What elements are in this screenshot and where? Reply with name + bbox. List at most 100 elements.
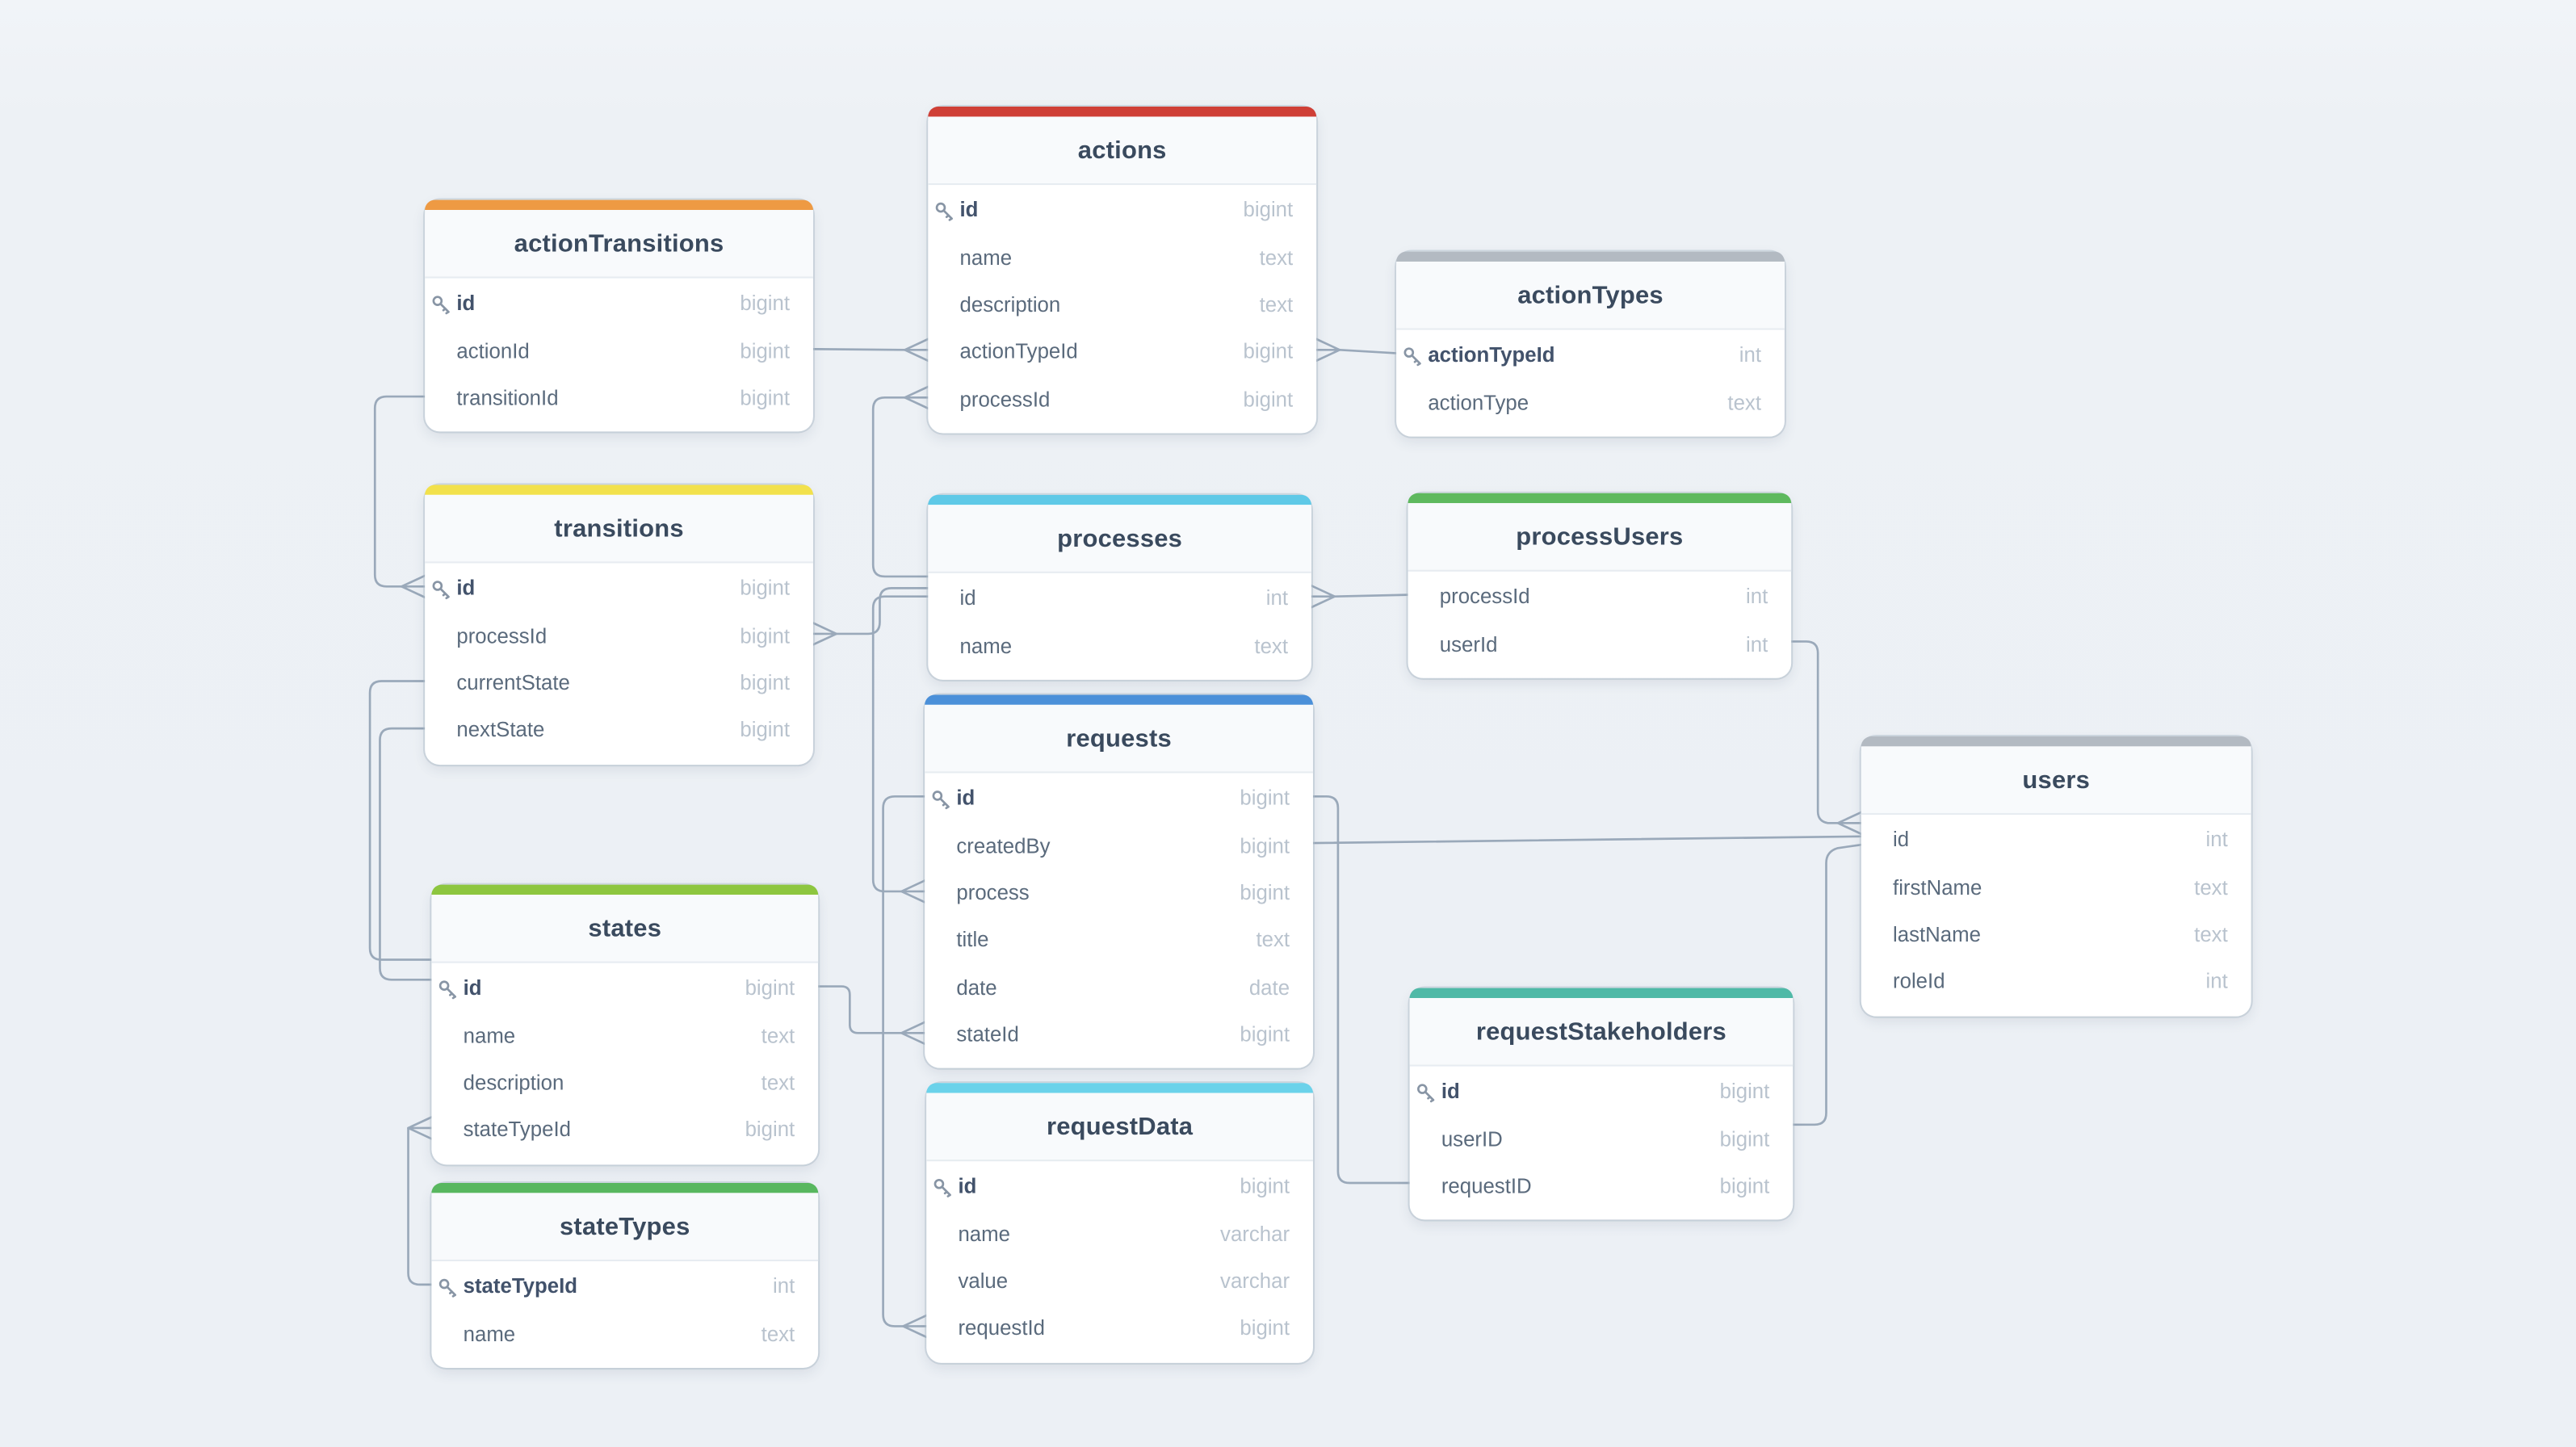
field-type: int bbox=[772, 1274, 795, 1298]
field-rows: stateTypeId int name text bbox=[431, 1261, 818, 1368]
field-type: bigint bbox=[740, 671, 791, 695]
table-accent-bar bbox=[928, 107, 1317, 117]
field-row: id bigint bbox=[431, 965, 818, 1013]
field-rows: id int name text bbox=[928, 573, 1311, 680]
relationship-line bbox=[1789, 640, 1840, 824]
field-rows: actionTypeId int actionType text bbox=[1396, 330, 1785, 437]
field-type: bigint bbox=[1240, 1316, 1290, 1340]
table-states[interactable]: states id bigint name text description text sta… bbox=[431, 884, 819, 1164]
field-type: text bbox=[1254, 634, 1289, 658]
field-name: name bbox=[958, 1222, 1011, 1246]
key-icon bbox=[933, 1176, 954, 1198]
crows-foot-marker bbox=[812, 622, 838, 646]
relationship-line bbox=[816, 985, 903, 1034]
field-name: process bbox=[956, 881, 1030, 905]
field-row: transitionId bigint bbox=[425, 375, 813, 422]
field-rows: id bigint name varchar value varchar requestId… bbox=[926, 1161, 1313, 1362]
field-type: bigint bbox=[1240, 1175, 1290, 1198]
table-actions[interactable]: actions id bigint name text description text ac… bbox=[928, 107, 1317, 434]
relationship-line bbox=[871, 396, 929, 578]
field-row: id bigint bbox=[425, 564, 813, 612]
table-accent-bar bbox=[1861, 736, 2251, 747]
field-row: createdBy bigint bbox=[925, 822, 1313, 870]
field-type: bigint bbox=[1240, 786, 1290, 811]
field-name: actionTypeId bbox=[1428, 343, 1555, 367]
field-type: int bbox=[1265, 586, 1289, 610]
field-type: bigint bbox=[740, 291, 791, 316]
field-row: name text bbox=[928, 234, 1316, 282]
crows-foot-marker bbox=[407, 1116, 433, 1140]
table-accent-bar bbox=[928, 494, 1311, 505]
relationship-line bbox=[373, 395, 426, 588]
table-users[interactable]: users id int firstName text lastName text roleI… bbox=[1861, 736, 2251, 1016]
field-row: userID bigint bbox=[1410, 1115, 1794, 1163]
table-processUsers[interactable]: processUsers processId int userId int bbox=[1408, 493, 1792, 678]
field-rows: id bigint actionId bigint transitionId bigint bbox=[425, 279, 813, 432]
crows-foot-marker bbox=[1310, 584, 1336, 609]
field-type: int bbox=[2205, 970, 2228, 994]
field-row: name text bbox=[431, 1012, 818, 1059]
field-rows: processId int userId int bbox=[1408, 572, 1792, 678]
field-type: text bbox=[1259, 245, 1294, 270]
table-transitions[interactable]: transitions id bigint processId bigint curren… bbox=[425, 484, 813, 765]
field-row: id bigint bbox=[1410, 1068, 1794, 1116]
field-type: varchar bbox=[1220, 1269, 1290, 1294]
table-title: requestData bbox=[926, 1093, 1313, 1162]
table-processes[interactable]: processes id int name text bbox=[928, 494, 1311, 680]
table-title: processes bbox=[928, 505, 1311, 573]
field-name: processId bbox=[1439, 585, 1530, 609]
field-name: userId bbox=[1439, 632, 1498, 656]
crows-foot-marker bbox=[902, 1314, 928, 1339]
field-row: firstName text bbox=[1861, 864, 2251, 912]
field-row: process bigint bbox=[925, 870, 1313, 917]
table-requestData[interactable]: requestData id bigint name varchar value varch… bbox=[926, 1083, 1313, 1362]
field-row: date date bbox=[925, 964, 1313, 1012]
field-name: name bbox=[959, 245, 1013, 270]
field-row: id int bbox=[928, 575, 1311, 623]
field-rows: id bigint processId bigint currentState bigin… bbox=[425, 563, 813, 764]
field-row: value varchar bbox=[926, 1257, 1313, 1305]
table-title: requests bbox=[925, 704, 1313, 774]
table-actionTransitions[interactable]: actionTransitions id bigint actionId bigint t… bbox=[425, 199, 813, 432]
field-name: actionType bbox=[1428, 391, 1529, 414]
field-row: id bigint bbox=[928, 187, 1316, 234]
field-row: requestID bigint bbox=[1410, 1163, 1794, 1210]
field-type: bigint bbox=[740, 577, 791, 601]
field-row: id bigint bbox=[425, 280, 813, 328]
field-type: text bbox=[1256, 929, 1290, 952]
field-type: bigint bbox=[745, 1118, 795, 1143]
field-row: id bigint bbox=[926, 1163, 1313, 1210]
field-name: processId bbox=[959, 388, 1051, 412]
field-row: processId bigint bbox=[928, 375, 1316, 423]
field-name: roleId bbox=[1893, 970, 1945, 994]
field-type: bigint bbox=[1240, 833, 1290, 858]
field-name: stateTypeId bbox=[463, 1118, 571, 1143]
field-name: createdBy bbox=[956, 833, 1051, 858]
key-icon bbox=[431, 294, 451, 315]
table-accent-bar bbox=[1409, 988, 1794, 998]
field-row: id int bbox=[1861, 816, 2251, 864]
field-row: name text bbox=[928, 622, 1311, 669]
field-name: title bbox=[956, 929, 989, 952]
table-actionTypes[interactable]: actionTypes actionTypeId int actionType text bbox=[1396, 251, 1785, 437]
relationship-line bbox=[1311, 835, 1863, 845]
field-name: actionTypeId bbox=[959, 340, 1078, 364]
key-icon bbox=[935, 200, 955, 222]
field-type: int bbox=[2205, 828, 2228, 852]
table-requests[interactable]: requests id bigint createdBy bigint process bi… bbox=[925, 694, 1313, 1069]
field-type: bigint bbox=[740, 339, 791, 363]
field-row: actionTypeId int bbox=[1396, 332, 1785, 380]
key-icon bbox=[931, 788, 951, 810]
field-name: id bbox=[959, 198, 979, 222]
field-type: text bbox=[761, 1071, 795, 1095]
table-title: processUsers bbox=[1408, 503, 1792, 572]
table-stateTypes[interactable]: stateTypes stateTypeId int name text bbox=[431, 1183, 819, 1368]
field-name: description bbox=[959, 293, 1061, 317]
field-type: bigint bbox=[1243, 198, 1294, 222]
table-requestStakeholders[interactable]: requestStakeholders id bigint userID bigint r… bbox=[1409, 988, 1794, 1220]
field-name: id bbox=[959, 586, 976, 610]
relationship-line bbox=[1333, 593, 1409, 598]
field-type: bigint bbox=[1719, 1174, 1770, 1198]
